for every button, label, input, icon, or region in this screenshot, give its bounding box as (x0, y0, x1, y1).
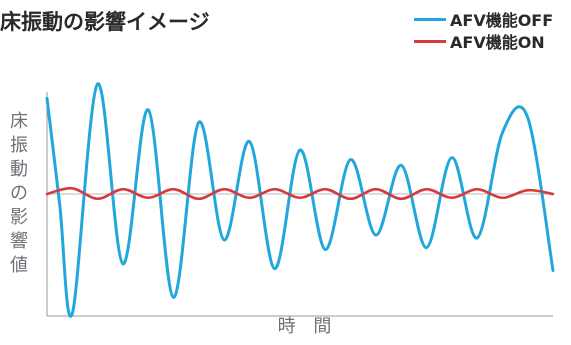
x-axis-label: 時 間 (277, 316, 338, 337)
legend: AFV機能OFF AFV機能ON (414, 8, 553, 52)
y-axis-label-char: 床 (10, 111, 28, 132)
y-axis-label-char: 響 (10, 231, 28, 252)
y-axis-label-char: の (10, 183, 28, 204)
y-axis-label-char: 影 (10, 207, 28, 228)
y-axis-label-char: 値 (10, 255, 28, 276)
legend-swatch-off (414, 17, 446, 21)
y-axis-label: 床振動の影響値 (8, 110, 30, 278)
series-line-afv-on (45, 186, 555, 201)
y-axis-label-char: 動 (10, 159, 28, 180)
y-axis-label-char: 振 (10, 135, 28, 156)
chart-title: 床振動の影響イメージ (0, 10, 210, 34)
series-line-afv-off (45, 82, 555, 318)
legend-label-on: AFV機能ON (450, 33, 545, 52)
legend-label-off: AFV機能OFF (450, 11, 554, 30)
legend-item-on: AFV機能ON (414, 30, 553, 52)
legend-item-off: AFV機能OFF (414, 8, 553, 30)
legend-swatch-on (414, 39, 446, 43)
